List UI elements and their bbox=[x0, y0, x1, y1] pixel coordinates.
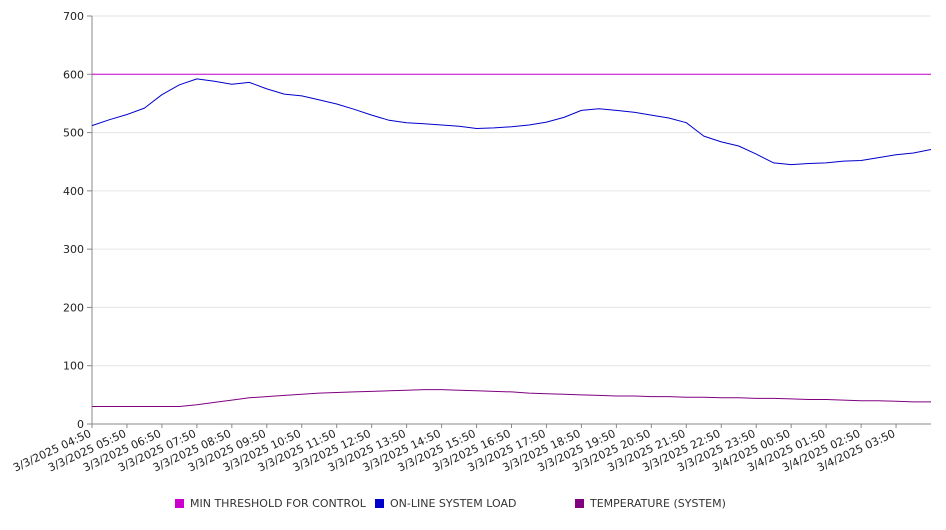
legend-label-system-load: ON-LINE SYSTEM LOAD bbox=[390, 497, 517, 510]
series-system-load-line bbox=[91, 78, 932, 166]
y-tick-label: 500 bbox=[63, 127, 84, 140]
grid-layer bbox=[92, 15, 931, 425]
y-tick-label: 400 bbox=[63, 185, 84, 198]
legend-swatch-system-load bbox=[375, 499, 384, 508]
legend-swatch-temperature bbox=[575, 499, 584, 508]
legend: MIN THRESHOLD FOR CONTROL ON-LINE SYSTEM… bbox=[0, 497, 946, 515]
legend-swatch-min-threshold bbox=[175, 499, 184, 508]
y-tick-label: 200 bbox=[63, 301, 84, 314]
series-layer bbox=[91, 73, 932, 407]
legend-item-temperature: TEMPERATURE (SYSTEM) bbox=[575, 497, 726, 510]
y-tick-label: 300 bbox=[63, 243, 84, 256]
legend-item-system-load: ON-LINE SYSTEM LOAD bbox=[375, 497, 516, 510]
y-tick-label: 700 bbox=[63, 10, 84, 23]
series-temperature-line bbox=[92, 389, 931, 407]
y-tick-label: 100 bbox=[63, 360, 84, 373]
y-tick-label: 0 bbox=[77, 418, 84, 431]
legend-label-min-threshold: MIN THRESHOLD FOR CONTROL bbox=[190, 497, 366, 510]
y-tick-label: 600 bbox=[63, 68, 84, 81]
legend-item-min-threshold: MIN THRESHOLD FOR CONTROL bbox=[175, 497, 366, 510]
legend-label-temperature: TEMPERATURE (SYSTEM) bbox=[590, 497, 726, 510]
